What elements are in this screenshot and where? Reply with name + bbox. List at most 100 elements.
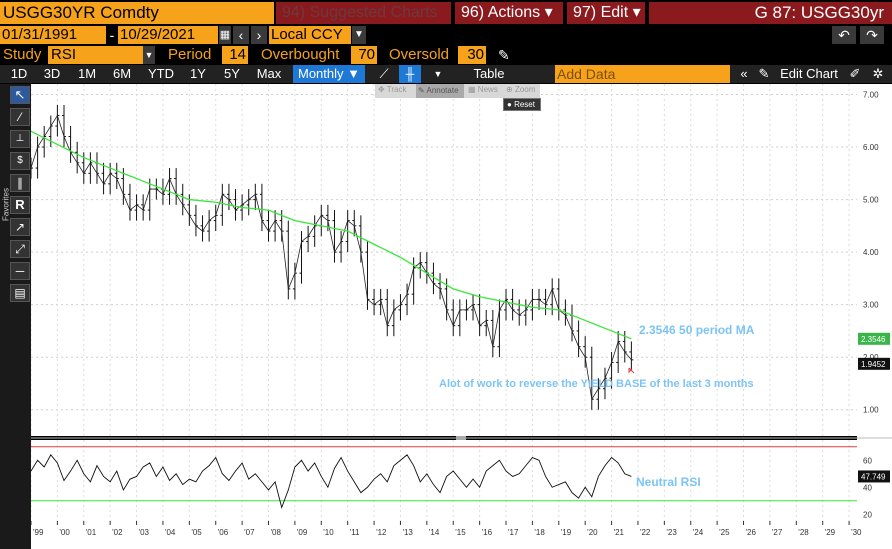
study-select[interactable]: RSI bbox=[48, 46, 143, 64]
neutral-rsi-annotation: Neutral RSI bbox=[636, 475, 701, 489]
y-tick-label: 1.00 bbox=[863, 406, 879, 415]
x-tick-label: '08 bbox=[271, 528, 282, 537]
x-tick-label: '27 bbox=[772, 528, 783, 537]
period-5y[interactable]: 5Y bbox=[224, 66, 240, 81]
start-date-field[interactable]: 01/31/1991 bbox=[0, 26, 106, 44]
track-button[interactable]: ✥ Track bbox=[378, 85, 406, 94]
annotation-arrow bbox=[628, 367, 635, 374]
period-6m[interactable]: 6M bbox=[112, 66, 132, 81]
chevron-down-icon[interactable]: ▼ bbox=[143, 46, 155, 64]
period-field[interactable]: 14 bbox=[222, 46, 248, 64]
settings-gear-icon[interactable]: ✲ bbox=[872, 66, 884, 81]
redo-icon[interactable]: ↷ bbox=[860, 26, 884, 44]
currency-select[interactable]: Local CCY bbox=[269, 26, 351, 44]
table-button[interactable]: Table bbox=[473, 66, 505, 81]
zoom-button[interactable]: ⊕ Zoom bbox=[506, 85, 535, 94]
x-tick-label: '01 bbox=[86, 528, 97, 537]
reset-button[interactable]: ● Reset bbox=[503, 98, 541, 111]
suggested-charts-button[interactable]: 94) Suggested Charts bbox=[276, 2, 451, 24]
add-data-input[interactable]: Add Data bbox=[555, 65, 730, 83]
x-tick-label: '14 bbox=[429, 528, 440, 537]
moving-average-line bbox=[31, 130, 632, 340]
y-tick-label: 6.00 bbox=[863, 143, 879, 152]
pencil-icon[interactable]: ✎ bbox=[758, 66, 770, 81]
actions-menu[interactable]: 96) Actions ▾ bbox=[455, 2, 563, 24]
cursor-icon[interactable]: ↖ bbox=[10, 86, 30, 104]
study-label: Study bbox=[3, 46, 42, 63]
news-label: News bbox=[477, 85, 498, 94]
favorites-label: Favorites bbox=[1, 188, 11, 221]
period-1d[interactable]: 1D bbox=[10, 66, 28, 81]
bar-chart-icon[interactable]: ╫ bbox=[399, 65, 421, 83]
chevron-right-icon[interactable]: › bbox=[251, 26, 267, 44]
price-tool-icon[interactable]: $ bbox=[10, 152, 30, 170]
rsi-value-tag bbox=[858, 470, 890, 483]
ma-annotation: 2.3546 50 period MA bbox=[639, 323, 755, 337]
chevron-down-icon[interactable]: ▼ bbox=[433, 69, 443, 79]
x-tick-label: '04 bbox=[165, 528, 176, 537]
edit-chart-button[interactable]: Edit Chart bbox=[780, 66, 838, 81]
line-tool-icon[interactable]: ⁄ bbox=[10, 108, 30, 126]
undo-icon[interactable]: ↶ bbox=[832, 26, 856, 44]
rsi-y-tick-label: 40 bbox=[863, 483, 872, 492]
x-tick-label: '16 bbox=[482, 528, 493, 537]
calendar-icon[interactable]: ▦ bbox=[219, 26, 231, 44]
range-dash: - bbox=[109, 27, 115, 43]
x-tick-label: '26 bbox=[746, 528, 757, 537]
x-tick-label: '22 bbox=[640, 528, 651, 537]
x-tick-label: '99 bbox=[33, 528, 44, 537]
reset-icon: ● bbox=[507, 100, 512, 109]
price-series-line bbox=[31, 114, 632, 401]
news-button[interactable]: ▦ News bbox=[468, 85, 498, 94]
annotate-button[interactable]: ✎ Annotate bbox=[416, 84, 464, 98]
pencil-icon[interactable]: ✎ bbox=[498, 47, 510, 63]
oversold-field[interactable]: 30 bbox=[458, 46, 486, 64]
overbought-field[interactable]: 70 bbox=[351, 46, 377, 64]
rsi-y-tick-label: 60 bbox=[863, 456, 872, 465]
y-tick-label: 3.00 bbox=[863, 301, 879, 310]
r-tool-icon[interactable]: R bbox=[10, 196, 30, 214]
line-chart-icon[interactable]: ⟋ bbox=[379, 66, 389, 81]
x-tick-label: '03 bbox=[139, 528, 150, 537]
pen-tool-icon[interactable]: ↗ bbox=[10, 218, 30, 236]
chevron-left-icon[interactable]: ‹ bbox=[233, 26, 249, 44]
period-max[interactable]: Max bbox=[256, 66, 282, 81]
end-date-field[interactable]: 10/29/2021 bbox=[118, 26, 218, 44]
period-3d[interactable]: 3D bbox=[43, 66, 61, 81]
chevron-down-icon[interactable]: ▼ bbox=[352, 26, 366, 44]
edit-menu[interactable]: 97) Edit ▾ bbox=[567, 2, 645, 24]
track-icon: ✥ bbox=[378, 85, 385, 94]
frequency-select[interactable]: Monthly ▼ bbox=[293, 65, 365, 83]
oversold-label: Oversold bbox=[389, 46, 450, 63]
trend-tool-icon[interactable]: ⤢ bbox=[10, 240, 30, 258]
period-ytd[interactable]: YTD bbox=[148, 66, 174, 81]
yield-annotation: Alot of work to reverse the YIELD BASE o… bbox=[439, 378, 754, 390]
x-tick-label: '21 bbox=[614, 528, 625, 537]
edit-label: 97) Edit bbox=[573, 4, 629, 21]
x-tick-label: '00 bbox=[59, 528, 70, 537]
ruler-icon[interactable]: ▤ bbox=[10, 284, 30, 302]
zoom-icon: ⊕ bbox=[506, 85, 513, 94]
rsi-panel-bg bbox=[31, 440, 857, 521]
price-panel-bg bbox=[31, 84, 857, 436]
zoom-label: Zoom bbox=[514, 85, 536, 94]
channel-tool-icon[interactable]: ∥ bbox=[10, 174, 30, 192]
chevron-down-icon: ▾ bbox=[632, 4, 641, 21]
y-tick-label: 2.00 bbox=[863, 353, 879, 362]
rsi-y-tick-label: 20 bbox=[863, 510, 872, 519]
fib-tool-icon[interactable]: ⊥ bbox=[10, 130, 30, 148]
x-tick-label: '10 bbox=[323, 528, 334, 537]
edit-box-icon[interactable]: ✐ bbox=[849, 66, 861, 81]
collapse-icon[interactable]: « bbox=[740, 66, 748, 81]
horizontal-line-icon[interactable]: ─ bbox=[10, 262, 30, 280]
chevron-down-icon: ▾ bbox=[544, 4, 553, 21]
ma-value-label: 2.3546 bbox=[861, 335, 886, 344]
x-axis-bg bbox=[31, 521, 892, 549]
x-tick-label: '19 bbox=[561, 528, 572, 537]
period-1m[interactable]: 1M bbox=[77, 66, 97, 81]
x-tick-label: '23 bbox=[666, 528, 677, 537]
period-1y[interactable]: 1Y bbox=[190, 66, 206, 81]
annotation-arrowhead bbox=[628, 368, 633, 374]
x-tick-label: '17 bbox=[508, 528, 519, 537]
ticker-field[interactable]: USGG30YR Comdty bbox=[0, 2, 274, 24]
